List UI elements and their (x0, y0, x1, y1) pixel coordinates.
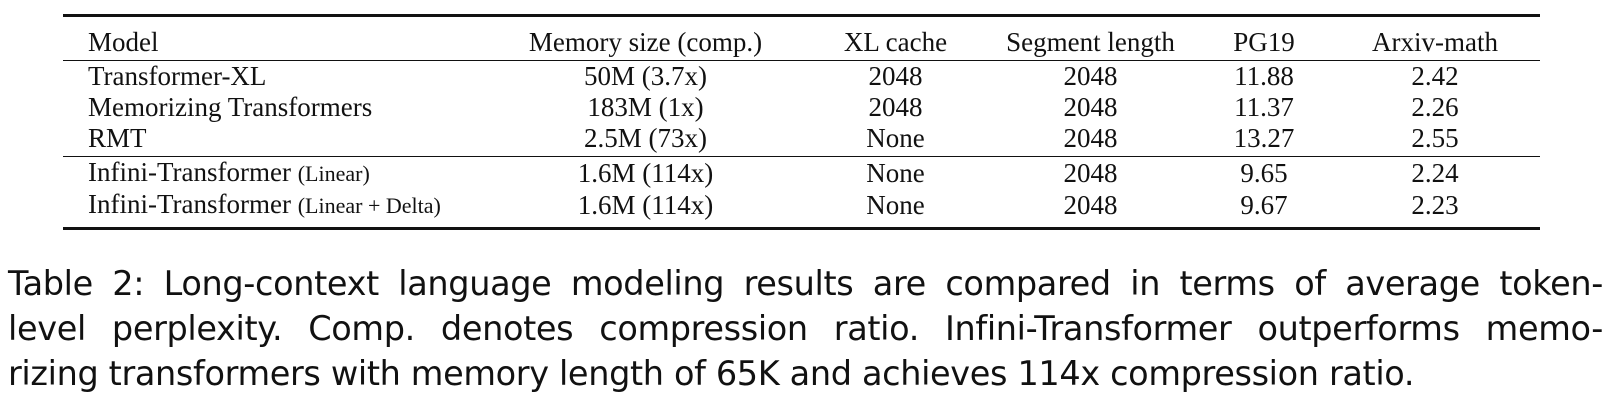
results-table: Model Memory size (comp.) XL cache Segme… (63, 14, 1540, 230)
memory-cell: 1.6M (114x) (577, 157, 714, 188)
model-cell: Memorizing Transformers (88, 92, 373, 122)
pg19-cell: 13.27 (1198, 123, 1330, 157)
pg19-cell: 9.67 (1198, 189, 1330, 230)
model-variant: (Linear) (297, 161, 370, 186)
segment-cell: 2048 (983, 123, 1198, 157)
xl-cache-cell: None (866, 157, 925, 188)
pg19-cell-best: 9.65 (1240, 157, 1288, 188)
xl-cache-cell: 2048 (868, 61, 923, 91)
header-pg19: PG19 (1198, 14, 1330, 61)
memory-cell: 2.5M (73x) (483, 123, 808, 157)
memory-cell: 183M (1x) (587, 92, 704, 122)
model-cell: RMT (63, 123, 483, 157)
model-cell: Infini-Transformer (Linear) (63, 157, 483, 190)
model-variant: (Linear + Delta) (297, 193, 441, 218)
header-xl-cache: XL cache (808, 14, 983, 61)
xl-cache-cell: 2048 (868, 92, 923, 122)
segment-cell: 2048 (1063, 61, 1118, 91)
segment-cell: 2048 (983, 189, 1198, 230)
model-cell: Transformer-XL (88, 61, 267, 91)
arxiv-cell: 2.42 (1411, 61, 1459, 91)
segment-cell: 2048 (1063, 157, 1118, 188)
xl-cache-cell: None (808, 123, 983, 157)
arxiv-cell: 2.24 (1411, 157, 1459, 188)
table-caption: Table 2: Long-context language modeling … (8, 261, 1603, 396)
memory-cell: 1.6M (114x) (483, 189, 808, 230)
memory-cell: 50M (3.7x) (584, 61, 707, 91)
arxiv-cell-best: 2.23 (1330, 189, 1540, 230)
header-arxiv-math: Arxiv-math (1330, 14, 1540, 61)
model-name: Infini-Transformer (88, 157, 291, 187)
xl-cache-cell: None (808, 189, 983, 230)
table-row: Infini-Transformer (Linear + Delta) 1.6M… (63, 189, 1540, 230)
model-name: Infini-Transformer (88, 189, 291, 219)
pg19-cell: 11.37 (1234, 92, 1294, 122)
arxiv-cell: 2.55 (1330, 123, 1540, 157)
segment-cell: 2048 (1063, 92, 1118, 122)
caption-line-2: level perplexity. Comp. denotes compress… (8, 309, 1603, 348)
table-row: RMT 2.5M (73x) None 2048 13.27 2.55 (63, 123, 1540, 157)
header-segment-length: Segment length (983, 14, 1198, 61)
header-model: Model (63, 14, 483, 61)
results-table-container: Model Memory size (comp.) XL cache Segme… (63, 14, 1540, 230)
table-row: Memorizing Transformers 183M (1x) 2048 2… (63, 92, 1540, 123)
arxiv-cell: 2.26 (1411, 92, 1459, 122)
table-row: Infini-Transformer (Linear) 1.6M (114x) … (63, 157, 1540, 190)
header-row: Model Memory size (comp.) XL cache Segme… (63, 14, 1540, 61)
pg19-cell: 11.88 (1234, 61, 1294, 91)
caption-line-3: rizing transformers with memory length o… (8, 354, 1415, 393)
table-row: Transformer-XL 50M (3.7x) 2048 2048 11.8… (63, 61, 1540, 93)
header-memory-size: Memory size (comp.) (483, 14, 808, 61)
model-cell: Infini-Transformer (Linear + Delta) (63, 189, 483, 230)
caption-line-1: Table 2: Long-context language modeling … (8, 264, 1603, 303)
